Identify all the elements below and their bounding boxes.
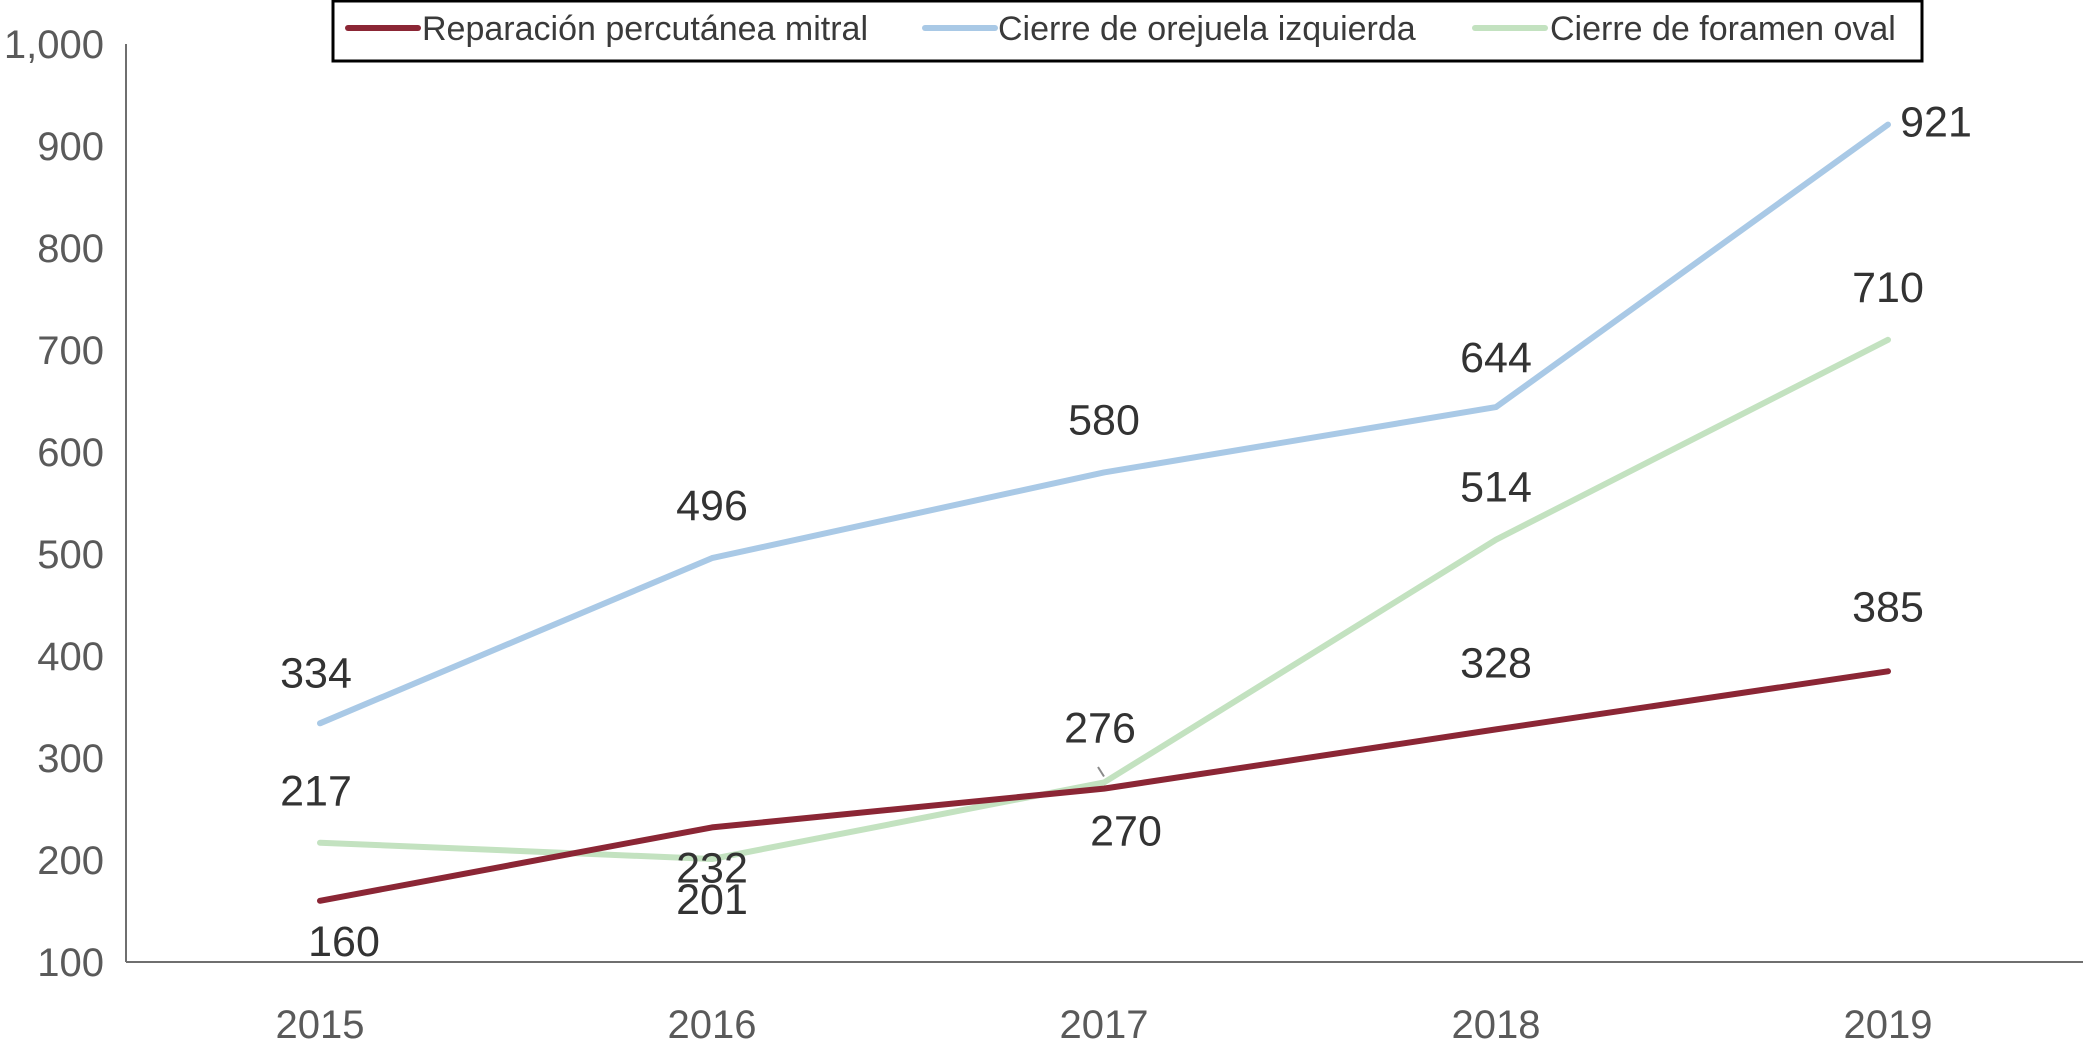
x-tick-label: 2017 [1060,1003,1149,1046]
data-label: 514 [1460,464,1532,512]
data-label: 276 [1064,704,1136,752]
y-tick-label: 500 [37,533,104,577]
data-label: 710 [1852,264,1924,312]
y-tick-label: 1,000 [4,23,104,67]
series-line [317,668,1891,904]
x-tick-label: 2016 [668,1003,757,1046]
x-tick-label: 2019 [1844,1003,1933,1046]
series-lines [317,121,1891,904]
legend-label: Cierre de foramen oval [1550,10,1896,48]
data-labels: 160 232 270 328 385 334 496 580 644 921 217 201 276 5… [280,99,1972,966]
x-tick-label: 2015 [276,1003,365,1046]
y-tick-label: 300 [37,737,104,781]
data-label: 496 [676,482,748,530]
data-label: 328 [1460,639,1532,687]
y-tick-label: 200 [37,839,104,883]
x-tick-label: 2018 [1452,1003,1541,1046]
data-label: 201 [676,876,748,924]
y-tick-label: 100 [37,941,104,985]
data-label: 270 [1090,808,1162,856]
y-tick-label: 600 [37,431,104,475]
series-line [317,121,1891,727]
legend-label: Cierre de orejuela izquierda [998,10,1416,48]
data-label: 580 [1068,396,1140,444]
data-label: 921 [1900,99,1972,147]
data-label: 232 [676,844,748,892]
y-tick-label: 900 [37,125,104,169]
y-tick-label: 400 [37,635,104,679]
legend: Reparación percutánea mitral Cierre de or… [331,0,1924,63]
label-leader-line [1097,766,1105,778]
legend-box [331,0,1924,63]
data-label: 217 [280,768,352,816]
data-label: 334 [280,649,352,697]
data-label: 385 [1852,583,1924,631]
legend-label: Reparación percutánea mitral [422,10,868,48]
y-tick-label: 800 [37,227,104,271]
y-tick-label: 700 [37,329,104,373]
data-label: 160 [308,918,380,966]
data-label: 644 [1460,334,1532,382]
